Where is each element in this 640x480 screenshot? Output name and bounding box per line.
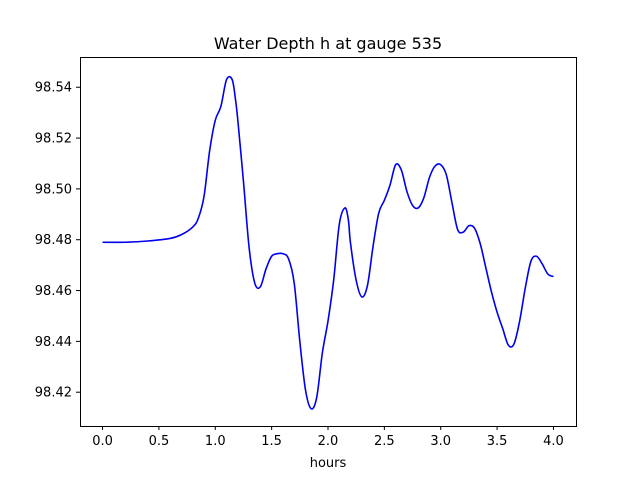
x-axis: 0.0 0.5 1.0 1.5 2.0 2.5 3.0 3.5 4.0 (92, 426, 564, 449)
x-tick-label: 1.5 (261, 434, 282, 449)
y-tick-label: 98.42 (35, 386, 72, 401)
y-tick-label: 98.54 (35, 81, 72, 96)
x-axis-label: hours (310, 456, 347, 471)
x-tick-label: 1.0 (205, 434, 226, 449)
plot-frame (80, 57, 577, 427)
x-tick-label: 3.5 (487, 434, 508, 449)
x-tick-label: 0.0 (92, 434, 113, 449)
y-tick-label: 98.48 (35, 233, 72, 248)
series-line (102, 75, 554, 410)
y-tick-label: 98.44 (35, 335, 72, 350)
y-tick-label: 98.46 (35, 284, 72, 299)
y-axis: 98.42 98.44 98.46 98.48 98.50 98.52 98.54 (35, 81, 80, 401)
x-tick-label: 0.5 (149, 434, 170, 449)
x-tick-label: 3.0 (430, 434, 451, 449)
y-tick-label: 98.52 (35, 132, 72, 147)
y-tick-label: 98.50 (35, 182, 72, 197)
x-tick-label: 4.0 (543, 434, 564, 449)
chart-title: Water Depth h at gauge 535 (214, 34, 442, 53)
x-tick-label: 2.5 (374, 434, 395, 449)
plot-area (80, 57, 577, 427)
x-tick-label: 2.0 (318, 434, 339, 449)
